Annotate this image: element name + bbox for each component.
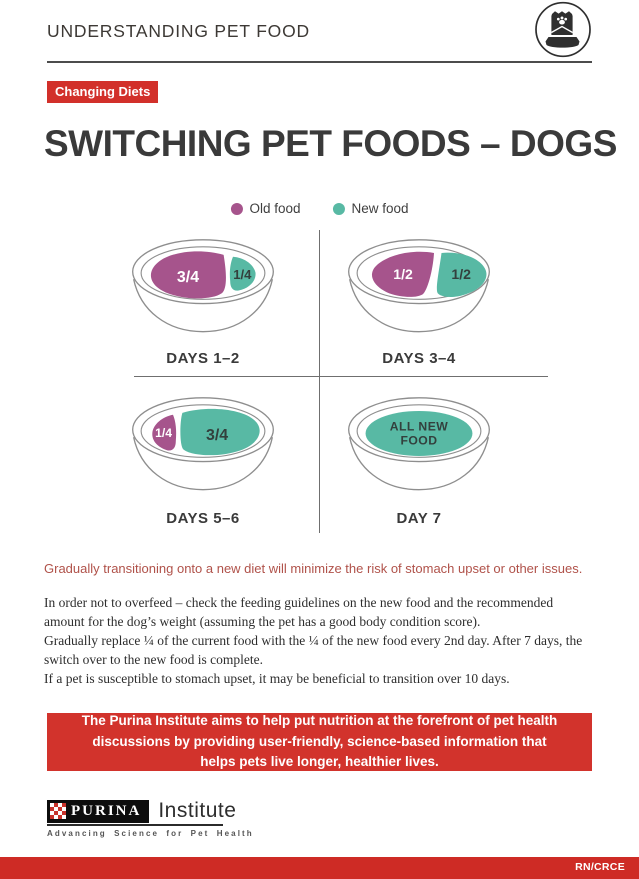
institute-wordmark: Institute <box>158 799 237 822</box>
header-title: UNDERSTANDING PET FOOD <box>47 21 310 41</box>
brand-tagline: Advancing Science for Pet Health <box>47 829 254 838</box>
legend-item-new-food: New food <box>332 201 409 216</box>
logo-rule <box>47 824 223 826</box>
purina-wordmark: PURINA <box>71 802 142 819</box>
all-new-food-label-line1: ALL NEW <box>390 420 449 434</box>
old-fraction-label: 1/2 <box>393 266 413 282</box>
new-fraction-label: 1/4 <box>233 267 252 282</box>
purina-institute-logo: PURINA Institute Advancing Science for P… <box>47 799 254 838</box>
key-statement: Gradually transitioning onto a new diet … <box>44 561 583 576</box>
old-food-dot-icon <box>230 202 243 215</box>
grid-divider-horizontal <box>134 376 548 377</box>
legend-label: New food <box>351 201 409 216</box>
body-paragraph-3: If a pet is susceptible to stomach upset… <box>44 671 510 686</box>
bowl-caption-days-5-6: DAYS 5–6 <box>166 510 240 527</box>
bowl-caption-day-7: DAY 7 <box>396 510 442 527</box>
purina-institute-callout: The Purina Institute aims to help put nu… <box>47 713 592 771</box>
bowl-caption-days-1-2: DAYS 1–2 <box>166 350 240 367</box>
purina-checkerboard-icon <box>50 803 66 819</box>
body-paragraph-1: In order not to overfeed – check the fee… <box>44 595 554 629</box>
purina-logo-box: PURINA <box>47 799 150 823</box>
legend-label: Old food <box>249 201 301 216</box>
old-fraction-label: 3/4 <box>177 269 199 286</box>
section-badge: Changing Diets <box>47 81 159 103</box>
all-new-food-label-line2: FOOD <box>400 434 437 448</box>
bowl-caption-days-3-4: DAYS 3–4 <box>382 350 456 367</box>
old-fraction-label: 1/4 <box>155 426 172 440</box>
bowl-diagram-days-3-4: 1/2 1/2 <box>348 239 490 333</box>
bowl-diagram-days-5-6: 1/4 3/4 <box>132 397 274 491</box>
bottom-red-bar: RN/CRCE <box>0 857 639 879</box>
new-fraction-label: 3/4 <box>206 427 228 444</box>
legend-item-old-food: Old food <box>230 201 301 216</box>
document-code: RN/CRCE <box>575 861 625 873</box>
header-divider <box>47 61 592 63</box>
bowl-diagram-day-7: ALL NEW FOOD <box>348 397 490 491</box>
legend: Old food New food <box>230 201 409 216</box>
new-food-dot-icon <box>332 202 345 215</box>
grid-divider-vertical <box>319 230 320 533</box>
page-title: SWITCHING PET FOODS – DOGS <box>44 123 617 164</box>
bowl-diagram-days-1-2: 3/4 1/4 <box>132 239 274 333</box>
new-fraction-label: 1/2 <box>451 266 471 282</box>
pet-food-bag-bowl-icon <box>535 1 591 58</box>
body-paragraph-2: Gradually replace ¼ of the current food … <box>44 633 583 667</box>
